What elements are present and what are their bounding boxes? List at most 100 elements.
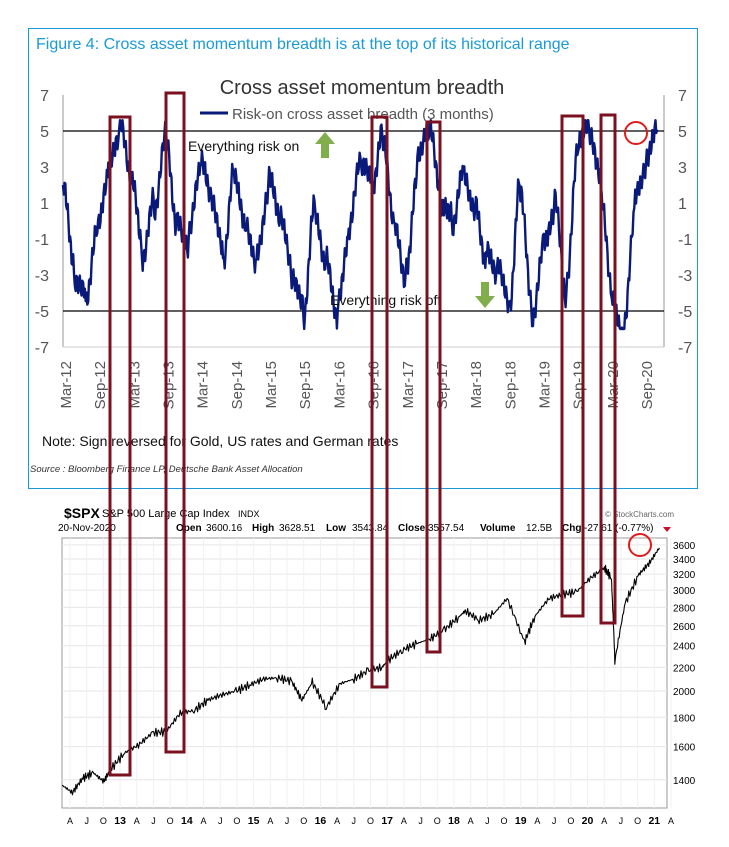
x-tick-label: Sep-17 [434, 361, 451, 409]
x-tick-label: Mar-19 [536, 361, 553, 409]
x-tick-label: A [201, 816, 207, 826]
x-tick-label: Mar-16 [331, 361, 348, 409]
x-tick-label: J [84, 816, 89, 826]
y-tick-right: -1 [678, 232, 692, 249]
spx-symbol: $SPX [64, 505, 100, 521]
x-tick-label: J [619, 816, 624, 826]
y-tick-label: 3000 [673, 586, 696, 597]
y-tick-label: 3400 [673, 555, 696, 566]
x-tick-label: Sep-18 [502, 361, 519, 409]
low-value: 3543.84 [352, 523, 389, 534]
close-label: Close [398, 523, 426, 534]
y-tick-label: 2200 [673, 663, 696, 674]
y-tick-right: -7 [678, 340, 692, 357]
y-tick-label: 3600 [673, 541, 696, 552]
x-tick-label: O [501, 816, 508, 826]
spx-chart: $SPX S&P 500 Large Cap Index INDX © Stoc… [58, 505, 696, 827]
y-tick-left: 1 [40, 196, 49, 213]
annotation-risk-on: Everything risk on [188, 138, 299, 154]
chg-label: Chg [562, 523, 581, 534]
x-tick-label: 18 [448, 815, 460, 827]
x-tick-label: J [552, 816, 557, 826]
arrow-down-icon [475, 282, 495, 308]
x-tick-label: Mar-20 [605, 361, 622, 409]
x-tick-label: A [401, 816, 407, 826]
close-value: 3557.54 [428, 523, 465, 534]
chart-note: Note: Sign reversed for Gold, US rates a… [42, 433, 398, 449]
y-tick-label: 2400 [673, 642, 696, 653]
x-tick-label: Mar-12 [58, 361, 75, 409]
y-tick-label: 2000 [673, 687, 696, 698]
x-tick-label: J [218, 816, 223, 826]
y-tick-right: 3 [678, 160, 687, 177]
top-axes: 7 7 5 5 3 3 1 1 -1 -1 -3 -3 -5 -5 -7 -7 Mar-12 Sep-12 Mar-… [35, 88, 693, 409]
low-label: Low [326, 523, 346, 534]
highlight-circle [624, 121, 648, 145]
y-tick-right: 7 [678, 88, 687, 105]
x-tick-label: A [67, 816, 73, 826]
x-tick-label: Sep-14 [229, 361, 246, 409]
high-value: 3628.51 [279, 523, 316, 534]
chart-title: Cross asset momentum breadth [220, 77, 505, 99]
y-tick-left: -3 [35, 268, 49, 285]
y-tick-right: 1 [678, 196, 687, 213]
x-tick-label: O [567, 816, 574, 826]
x-tick-label: O [300, 816, 307, 826]
y-tick-left: 7 [40, 88, 49, 105]
x-tick-label: 17 [381, 815, 393, 827]
volume-label: Volume [480, 523, 516, 534]
x-tick-label: Sep-16 [366, 361, 383, 409]
open-value: 3600.16 [206, 523, 243, 534]
y-tick-right: 5 [678, 124, 687, 141]
x-tick-label: J [151, 816, 156, 826]
figure-title: Figure 4: Cross asset momentum breadth i… [36, 36, 570, 53]
x-tick-label: 15 [248, 815, 260, 827]
x-tick-label: J [352, 816, 357, 826]
x-tick-label: O [634, 816, 641, 826]
top-series [61, 119, 659, 331]
arrow-up-icon [315, 132, 335, 158]
y-tick-label: 1600 [673, 743, 696, 754]
x-tick-label: 21 [648, 815, 660, 827]
watermark: © StockCharts.com [605, 510, 674, 519]
y-tick-left: -5 [35, 304, 49, 321]
x-tick-label: J [418, 816, 423, 826]
x-tick-label: O [100, 816, 107, 826]
x-tick-label: Sep-15 [297, 361, 314, 409]
spx-exchange: INDX [238, 509, 260, 519]
y-tick-label: 1400 [673, 776, 696, 787]
y-tick-left: 5 [40, 124, 49, 141]
x-tick-label: A [668, 816, 674, 826]
spx-date: 20-Nov-2020 [58, 523, 116, 534]
bottom-axes: 3600 3400 3200 3000 2800 2600 2400 2200 2000 1800… [61, 537, 696, 827]
y-tick-left: -1 [35, 232, 49, 249]
source-text: Source : Bloomberg Finance LP, Deutsche … [30, 464, 303, 475]
down-triangle-icon [663, 527, 671, 532]
y-tick-right: -5 [678, 304, 692, 321]
volume-value: 12.5B [526, 523, 552, 534]
x-tick-label: Sep-20 [639, 361, 656, 409]
x-tick-label: A [134, 816, 140, 826]
x-tick-label: Sep-13 [161, 361, 178, 409]
y-tick-label: 1800 [673, 713, 696, 724]
x-tick-label: A [534, 816, 540, 826]
x-tick-label: Mar-14 [195, 361, 212, 409]
y-tick-label: 2600 [673, 622, 696, 633]
x-tick-label: 19 [515, 815, 527, 827]
momentum-breadth-chart: Cross asset momentum breadth Risk-on cro… [35, 77, 693, 449]
spx-name: S&P 500 Large Cap Index [102, 508, 230, 520]
x-tick-label: O [434, 816, 441, 826]
x-tick-label: Sep-19 [571, 361, 588, 409]
legend-label: Risk-on cross asset breadth (3 months) [232, 106, 494, 123]
x-tick-label: A [334, 816, 340, 826]
x-tick-label: 14 [181, 815, 193, 827]
x-tick-label: Mar-17 [400, 361, 417, 409]
x-tick-label: O [167, 816, 174, 826]
x-tick-label: J [285, 816, 290, 826]
figure-divider [28, 488, 698, 489]
y-tick-left: -7 [35, 340, 49, 357]
x-tick-label: A [468, 816, 474, 826]
y-tick-label: 2800 [673, 603, 696, 614]
open-label: Open [176, 523, 202, 534]
x-tick-label: Mar-15 [263, 361, 280, 409]
